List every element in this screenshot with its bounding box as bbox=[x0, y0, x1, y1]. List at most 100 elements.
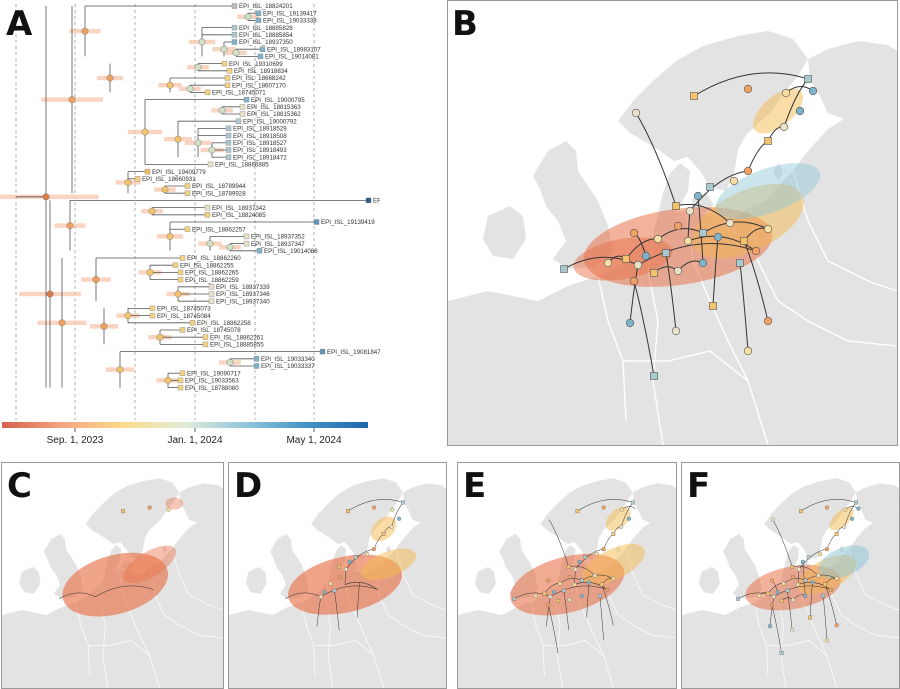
sample-location bbox=[332, 588, 337, 593]
ancestral-location bbox=[594, 552, 599, 557]
dispersal-path bbox=[284, 592, 321, 600]
sample-location bbox=[597, 593, 602, 598]
land-shape bbox=[533, 141, 613, 269]
dispersal-path bbox=[826, 533, 837, 550]
tip-label: EPI_ISL_18862260 bbox=[187, 255, 241, 262]
sample-location bbox=[803, 578, 808, 583]
tip-label: EPI_ISL_18862255 bbox=[180, 262, 234, 269]
tip-label: EPI_ISL_19033338 bbox=[263, 18, 317, 25]
dispersal-path bbox=[599, 595, 604, 641]
sample-location bbox=[779, 651, 784, 655]
sample-location bbox=[622, 255, 630, 263]
tip-label: EPI_ISL_18745073 bbox=[157, 306, 211, 313]
tip-marker bbox=[365, 197, 372, 204]
tip-marker bbox=[149, 312, 156, 319]
ancestral-location bbox=[843, 507, 848, 512]
land-shape bbox=[764, 478, 856, 560]
tip-label: EPI_ISL_19000795 bbox=[251, 97, 305, 104]
tip-marker bbox=[231, 24, 238, 31]
ancestral-location bbox=[825, 638, 829, 643]
hpd-region bbox=[715, 163, 821, 219]
ancestral-node bbox=[232, 49, 240, 57]
tip-label: EPI_ISL_19409779 bbox=[152, 169, 206, 176]
sample-location bbox=[401, 500, 405, 505]
ancestral-location bbox=[557, 581, 562, 586]
dispersal-path bbox=[603, 533, 614, 550]
dispersal-path bbox=[712, 236, 719, 307]
dispersal-path bbox=[563, 256, 639, 270]
ancestral-location bbox=[825, 505, 829, 510]
tip-marker bbox=[202, 341, 209, 348]
ancestral-node bbox=[198, 38, 206, 46]
tip-label: EPI_ISL_18789944 bbox=[192, 183, 246, 190]
dispersal-path bbox=[771, 604, 782, 654]
ancestral-location bbox=[713, 232, 723, 242]
ancestral-node bbox=[124, 312, 132, 320]
ancestral-location bbox=[166, 507, 171, 512]
sample-location bbox=[672, 202, 680, 210]
land-shape bbox=[808, 41, 897, 119]
ancestral-location bbox=[629, 276, 639, 286]
tip-marker bbox=[202, 334, 209, 340]
tip-label: EPI_ISL_18918527 bbox=[233, 140, 287, 147]
land-shape bbox=[483, 206, 526, 259]
ancestral-node bbox=[174, 135, 182, 143]
dispersal-path bbox=[334, 590, 340, 631]
sample-location bbox=[556, 598, 560, 603]
tip-marker bbox=[231, 32, 238, 38]
tip-marker bbox=[255, 17, 262, 24]
tip-label: EPI_ISL_18745084 bbox=[157, 313, 211, 320]
land-shape bbox=[179, 483, 223, 523]
ancestral-location bbox=[631, 108, 641, 118]
country-border bbox=[737, 132, 749, 152]
tip-marker bbox=[177, 269, 184, 276]
sample-location bbox=[785, 588, 790, 593]
ancestral-node bbox=[174, 290, 182, 298]
tip-label: EPI_ISL_19033337 bbox=[261, 363, 315, 370]
panel-label-e: E bbox=[463, 466, 487, 506]
land-shape bbox=[618, 31, 808, 191]
hpd-region bbox=[605, 506, 631, 531]
tip-marker bbox=[184, 226, 191, 232]
ancestral-node bbox=[161, 186, 169, 194]
tip-marker bbox=[177, 377, 184, 384]
tip-marker bbox=[231, 39, 238, 45]
tip-marker bbox=[225, 147, 232, 153]
dispersal-path bbox=[549, 519, 569, 567]
ancestral-node bbox=[186, 85, 194, 93]
ancestral-location bbox=[769, 578, 774, 583]
tip-marker bbox=[184, 183, 191, 189]
ancestral-location bbox=[673, 221, 683, 231]
country-border bbox=[542, 639, 604, 656]
tip-marker bbox=[243, 233, 250, 240]
ancestral-location bbox=[318, 594, 323, 599]
ancestral-location bbox=[347, 559, 352, 564]
land-shape bbox=[19, 566, 41, 594]
ancestral-location bbox=[389, 524, 394, 529]
hpd-region bbox=[829, 507, 854, 531]
sample-location bbox=[834, 532, 839, 536]
tip-label: EPI_ISL_18866885 bbox=[215, 162, 269, 169]
dispersal-path bbox=[344, 581, 378, 590]
ancestral-location bbox=[147, 505, 152, 510]
ancestral-node bbox=[194, 139, 202, 147]
dispersal-path bbox=[586, 582, 590, 618]
ancestral-node bbox=[146, 268, 154, 276]
sample-location bbox=[736, 259, 744, 267]
ancestral-node bbox=[156, 333, 164, 341]
ancestral-location bbox=[587, 580, 592, 585]
sample-location bbox=[599, 582, 604, 587]
dispersal-path bbox=[550, 585, 608, 598]
tip-marker bbox=[224, 82, 231, 88]
tip-label: EPI_ISL_18885855 bbox=[210, 342, 264, 349]
sample-location bbox=[799, 509, 803, 514]
land-shape bbox=[855, 483, 899, 523]
ancestral-node bbox=[92, 276, 100, 284]
hpd-region bbox=[370, 516, 397, 542]
ancestral-location bbox=[834, 576, 839, 581]
ancestral-location bbox=[338, 574, 343, 580]
ancestral-location bbox=[573, 567, 578, 572]
map-panel-d bbox=[228, 462, 447, 689]
tip-label: EPI_ISL_19494411 bbox=[373, 198, 380, 205]
tip-label: EPI_ISL_18918529 bbox=[233, 126, 287, 133]
